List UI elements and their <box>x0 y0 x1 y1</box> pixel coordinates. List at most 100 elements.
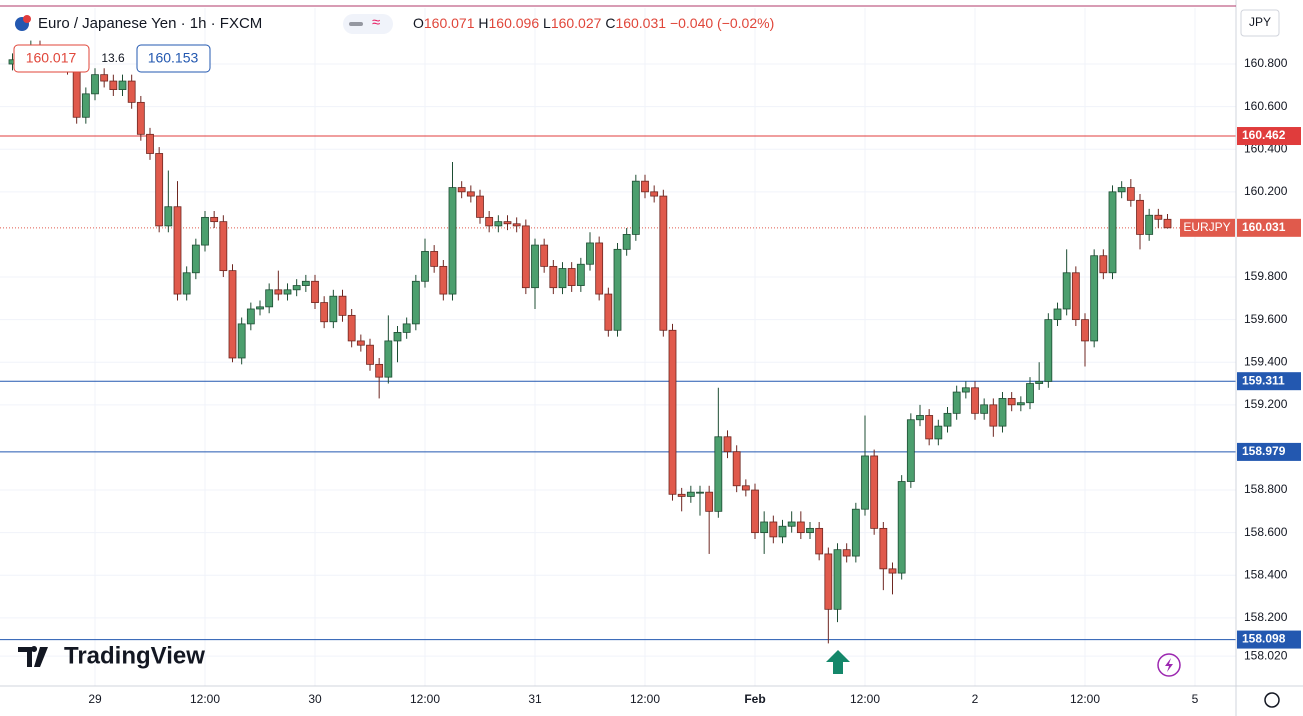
candle-body <box>833 549 842 610</box>
candle-body <box>182 272 191 295</box>
indicator-toggle[interactable] <box>343 14 393 34</box>
icon: ≈ <box>372 14 380 31</box>
currency-button[interactable] <box>1240 9 1280 37</box>
candle-body <box>320 302 329 323</box>
candles <box>8 40 1172 644</box>
candle-body <box>540 244 549 267</box>
candle-body <box>1044 319 1053 382</box>
icon <box>349 22 363 26</box>
candle-body <box>952 391 961 414</box>
candle-body <box>521 225 530 289</box>
candle-body <box>613 248 622 331</box>
x-tick-label: Feb <box>744 692 765 706</box>
candle-body <box>934 425 943 440</box>
candle-body <box>274 289 283 295</box>
last-price-label: 160.031 <box>1242 220 1286 234</box>
candle-body <box>567 268 576 286</box>
candle-body <box>897 481 906 574</box>
x-tick-label: 12:00 <box>850 692 880 706</box>
y-tick-label: 159.800 <box>1244 269 1288 283</box>
level-label: 159.311 <box>1242 373 1285 387</box>
candle-body <box>1035 381 1044 384</box>
candle-body <box>466 191 475 197</box>
header: Euro / Japanese Yen · 1h · FXCM ≈ O160.0… <box>13 14 774 73</box>
ohlc-label: L <box>543 15 551 31</box>
level-label-box <box>1237 442 1301 461</box>
candle-body <box>191 244 200 274</box>
currency: JPY <box>1249 15 1271 29</box>
candle-body <box>503 221 512 225</box>
buy-button[interactable] <box>136 44 211 73</box>
candle-body <box>549 265 558 289</box>
ohlc-label: O <box>413 15 424 31</box>
candle-body <box>650 191 659 197</box>
ohlc-value: 160.071 <box>424 15 475 31</box>
candle-body <box>1053 308 1062 321</box>
candle-body <box>72 67 81 118</box>
y-tick-label: 158.200 <box>1244 610 1288 624</box>
candle-body <box>311 280 319 303</box>
sell-button[interactable] <box>13 44 90 73</box>
candle-body <box>925 415 934 440</box>
candle-body <box>283 289 292 295</box>
candle-body <box>806 527 814 534</box>
candle-body <box>769 521 778 538</box>
candle-body <box>888 568 897 574</box>
candle-body <box>219 221 228 272</box>
candle-body <box>1108 191 1117 274</box>
candle-body <box>448 187 457 295</box>
y-tick-label: 160.800 <box>1244 56 1288 70</box>
levels <box>0 135 1236 641</box>
candle-body <box>696 491 704 494</box>
candle-body <box>631 180 640 235</box>
y-tick-label: 158.800 <box>1244 482 1288 496</box>
candle-body <box>576 263 585 286</box>
candle-body <box>118 80 127 90</box>
candle-body <box>760 521 769 534</box>
candle-body <box>870 455 879 529</box>
candle-body <box>265 289 274 308</box>
candle-body <box>439 265 448 295</box>
ohlc: O160.071 H160.096 L160.027 C160.031 −0.0… <box>413 15 774 31</box>
candle-body <box>842 549 851 557</box>
x-tick-label: 12:00 <box>190 692 220 706</box>
level-label: 158.979 <box>1242 444 1286 458</box>
alert-icon[interactable] <box>1157 653 1181 677</box>
symbol-label-box <box>1180 218 1235 237</box>
candle-body <box>1154 214 1163 220</box>
candle-body <box>906 419 915 482</box>
candle-body <box>393 332 402 342</box>
candle-body <box>1126 187 1135 201</box>
candle-body <box>1071 272 1080 321</box>
candle-body <box>641 180 649 193</box>
candle-body <box>1099 255 1108 274</box>
candle-body <box>778 525 787 538</box>
candle-body <box>366 344 374 365</box>
candle-body <box>356 340 365 346</box>
candle-body <box>1117 187 1126 193</box>
ohlc-value: 160.031 <box>615 15 666 31</box>
candle-body <box>723 436 732 453</box>
candle-body <box>943 412 952 427</box>
candle-body <box>980 404 989 414</box>
x-tick-label: 12:00 <box>410 692 440 706</box>
candle-body <box>100 74 109 82</box>
level-label-box <box>1237 127 1301 146</box>
candle-body <box>136 101 145 135</box>
symbol-label: EURJPY <box>1183 220 1230 234</box>
level-label-box <box>1237 630 1301 649</box>
candle-body <box>659 195 668 331</box>
settings-icon[interactable] <box>1264 692 1280 708</box>
candle-body <box>1145 214 1154 235</box>
candle-body <box>127 80 136 103</box>
candle-body <box>402 323 411 333</box>
symbol-icon <box>23 15 31 23</box>
x-tick-label: 2 <box>972 692 979 706</box>
candle-body <box>155 153 164 227</box>
candle-body <box>1062 272 1071 310</box>
candle-body <box>246 308 255 325</box>
candle-body <box>1016 402 1025 406</box>
x-tick-label: 12:00 <box>630 692 660 706</box>
symbol-title: Euro / Japanese Yen · 1h · FXCM <box>38 15 262 32</box>
